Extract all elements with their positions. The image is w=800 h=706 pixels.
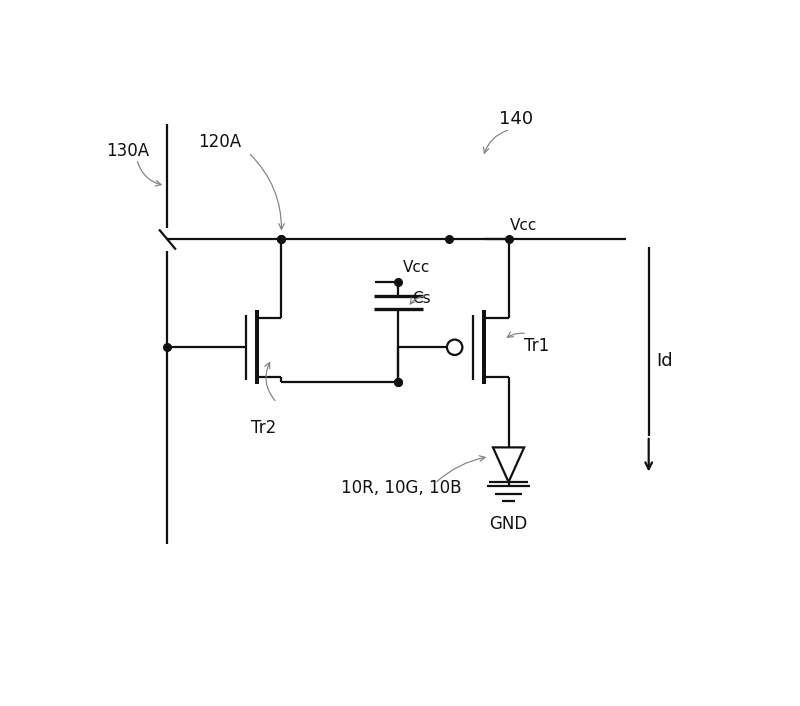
Text: Tr2: Tr2 bbox=[251, 419, 276, 437]
Text: Vcc: Vcc bbox=[510, 218, 538, 233]
Text: Tr1: Tr1 bbox=[524, 337, 550, 354]
Text: Id: Id bbox=[656, 352, 673, 370]
Text: 120A: 120A bbox=[198, 133, 242, 150]
Text: 140: 140 bbox=[498, 109, 533, 128]
Text: Vcc: Vcc bbox=[403, 261, 430, 275]
Text: 10R, 10G, 10B: 10R, 10G, 10B bbox=[341, 479, 462, 497]
Text: 130A: 130A bbox=[106, 142, 149, 160]
Text: Cs: Cs bbox=[412, 292, 431, 306]
Text: GND: GND bbox=[490, 515, 528, 533]
